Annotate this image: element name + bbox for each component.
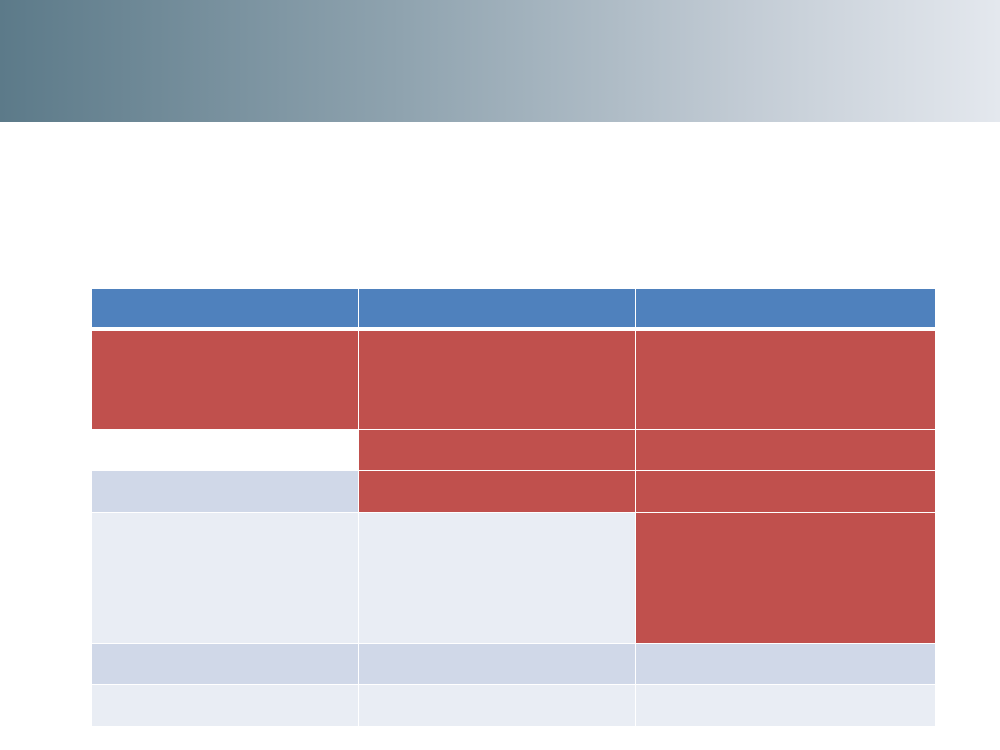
table-row — [91, 643, 936, 685]
table-cell — [91, 470, 359, 513]
table-cell — [358, 429, 636, 471]
header-cell — [91, 288, 359, 331]
table-row — [91, 684, 936, 727]
table-cell — [91, 429, 359, 471]
table-cell — [635, 643, 936, 685]
header-cell — [635, 288, 936, 331]
table-cell — [91, 328, 359, 430]
table-cell — [358, 470, 636, 513]
table-cell — [635, 429, 936, 471]
table-cell — [91, 684, 359, 727]
header-cell — [358, 288, 636, 331]
table-cell — [358, 643, 636, 685]
table-row — [91, 470, 936, 513]
table-cell — [358, 512, 636, 644]
header-banner — [0, 0, 1000, 122]
table-cell — [635, 684, 936, 727]
table-cell — [358, 684, 636, 727]
table-cell — [635, 470, 936, 513]
table-row — [91, 429, 936, 471]
table-row — [91, 328, 936, 430]
data-table — [91, 288, 936, 727]
table-cell — [358, 328, 636, 430]
table-cell — [635, 328, 936, 430]
table-row — [91, 512, 936, 644]
table-cell — [91, 643, 359, 685]
table-cell — [635, 512, 936, 644]
table-cell — [91, 512, 359, 644]
header-row — [91, 288, 936, 331]
